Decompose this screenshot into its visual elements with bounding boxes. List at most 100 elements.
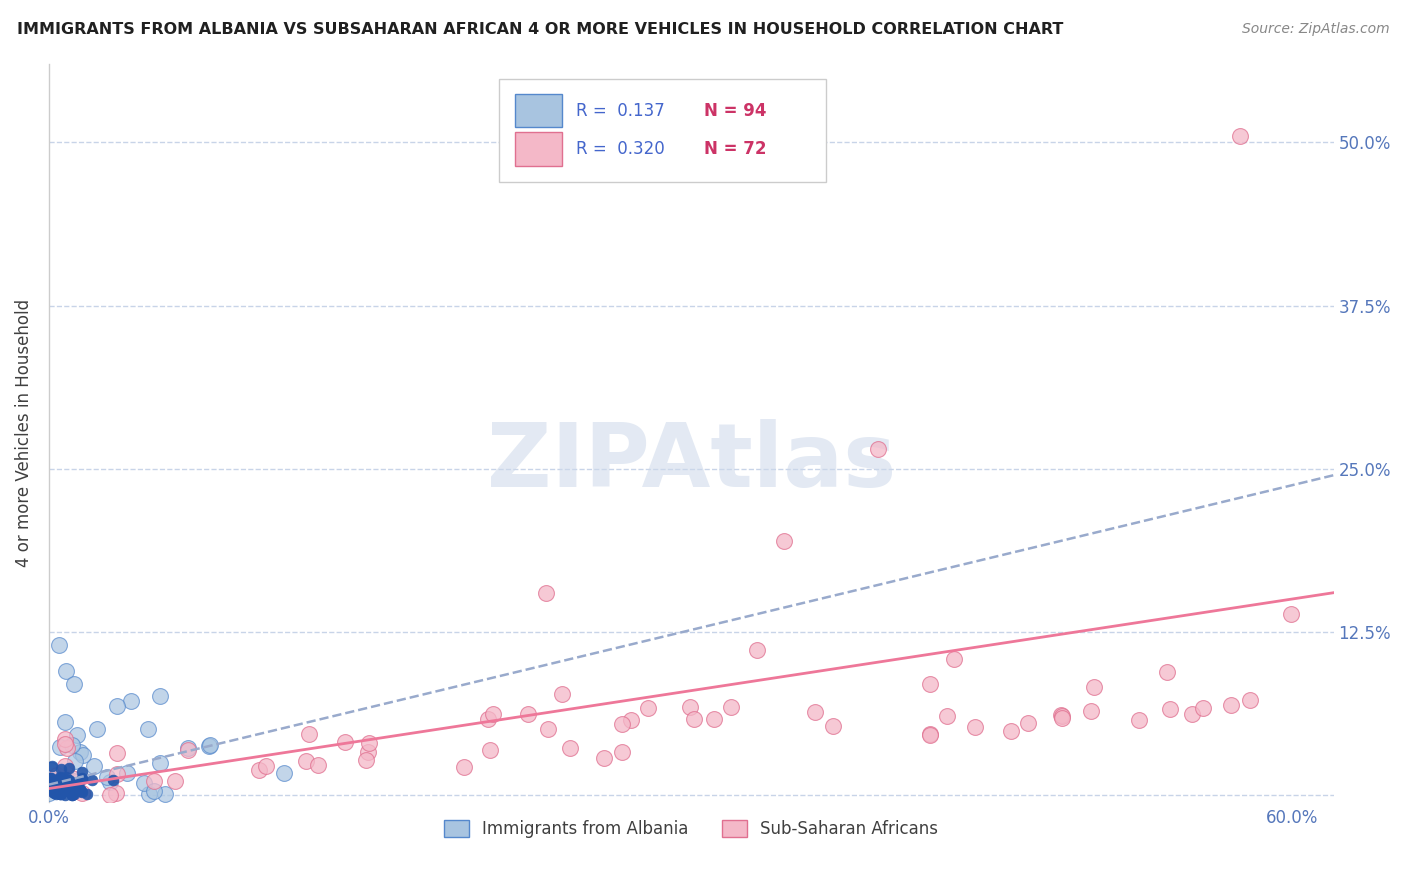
Point bbox=[76, 787, 98, 801]
Point bbox=[534, 585, 557, 599]
Point bbox=[98, 788, 121, 802]
Point bbox=[63, 677, 86, 691]
Point bbox=[70, 771, 93, 785]
Point bbox=[38, 777, 60, 791]
Point bbox=[53, 784, 76, 798]
Point bbox=[53, 781, 76, 796]
Point bbox=[1159, 702, 1181, 716]
Point bbox=[273, 765, 295, 780]
Point bbox=[42, 785, 65, 799]
Point bbox=[41, 779, 63, 793]
Point bbox=[58, 777, 80, 791]
Point bbox=[53, 779, 76, 793]
Point bbox=[60, 788, 83, 802]
Text: R =  0.320: R = 0.320 bbox=[575, 140, 665, 158]
Legend: Immigrants from Albania, Sub-Saharan Africans: Immigrants from Albania, Sub-Saharan Afr… bbox=[437, 814, 945, 845]
Point bbox=[52, 780, 75, 794]
Point bbox=[66, 778, 89, 792]
Point bbox=[96, 770, 118, 784]
Point bbox=[138, 787, 160, 801]
Point bbox=[65, 783, 87, 797]
Point bbox=[1156, 665, 1178, 679]
Point bbox=[803, 705, 825, 719]
Point bbox=[823, 719, 845, 733]
Point bbox=[45, 777, 67, 791]
Point bbox=[51, 763, 73, 777]
FancyBboxPatch shape bbox=[515, 94, 561, 128]
Point bbox=[453, 759, 475, 773]
Point bbox=[52, 777, 75, 791]
Point bbox=[69, 745, 91, 759]
Point bbox=[773, 533, 796, 548]
Point bbox=[198, 739, 221, 753]
Point bbox=[1083, 681, 1105, 695]
Point bbox=[48, 780, 70, 795]
Point bbox=[41, 763, 63, 777]
Point bbox=[142, 774, 165, 789]
Point bbox=[39, 763, 62, 777]
Point bbox=[1017, 715, 1039, 730]
Point bbox=[105, 746, 128, 760]
Text: N = 94: N = 94 bbox=[704, 102, 766, 120]
Point bbox=[149, 690, 172, 704]
Point bbox=[963, 720, 986, 734]
Point bbox=[477, 712, 499, 726]
Point bbox=[53, 732, 76, 747]
Point bbox=[42, 781, 65, 796]
Point bbox=[53, 781, 76, 796]
Point bbox=[481, 707, 503, 722]
Point bbox=[247, 763, 270, 777]
Point bbox=[58, 761, 80, 775]
Point bbox=[551, 687, 574, 701]
Point bbox=[70, 786, 93, 800]
Point bbox=[610, 745, 633, 759]
Point bbox=[1229, 128, 1251, 143]
Point bbox=[1239, 693, 1261, 707]
Point bbox=[58, 773, 80, 788]
Point bbox=[53, 714, 76, 729]
Point bbox=[41, 781, 63, 796]
Point bbox=[45, 788, 67, 802]
Point bbox=[1050, 707, 1073, 722]
Point bbox=[1128, 713, 1150, 727]
Point bbox=[53, 771, 76, 785]
Point bbox=[142, 784, 165, 798]
Point bbox=[478, 743, 501, 757]
Point bbox=[55, 770, 77, 784]
Point bbox=[53, 737, 76, 751]
Point bbox=[48, 772, 70, 786]
Point bbox=[56, 772, 79, 787]
Point bbox=[120, 694, 142, 708]
Point bbox=[44, 785, 66, 799]
Point bbox=[149, 756, 172, 770]
Point bbox=[48, 783, 70, 797]
Point bbox=[537, 722, 560, 736]
Point bbox=[38, 774, 60, 789]
Point bbox=[107, 767, 129, 781]
Point bbox=[918, 726, 941, 740]
Point bbox=[83, 759, 105, 773]
Point bbox=[307, 757, 329, 772]
Point bbox=[60, 774, 83, 789]
Point bbox=[98, 774, 121, 789]
Point bbox=[357, 745, 380, 759]
Point bbox=[86, 722, 108, 736]
Point bbox=[517, 707, 540, 722]
Point bbox=[60, 738, 83, 752]
Point bbox=[63, 787, 86, 801]
FancyBboxPatch shape bbox=[499, 78, 827, 182]
Point bbox=[49, 770, 72, 784]
Point bbox=[117, 765, 139, 780]
Point bbox=[53, 788, 76, 802]
Y-axis label: 4 or more Vehicles in Household: 4 or more Vehicles in Household bbox=[15, 299, 32, 567]
Point bbox=[38, 771, 60, 785]
Point bbox=[138, 722, 160, 736]
Text: N = 72: N = 72 bbox=[704, 140, 766, 158]
Point bbox=[357, 736, 380, 750]
Point bbox=[56, 782, 79, 797]
Point bbox=[49, 787, 72, 801]
Point bbox=[51, 787, 73, 801]
Point bbox=[65, 780, 87, 795]
Point bbox=[298, 726, 321, 740]
Point bbox=[918, 677, 941, 691]
